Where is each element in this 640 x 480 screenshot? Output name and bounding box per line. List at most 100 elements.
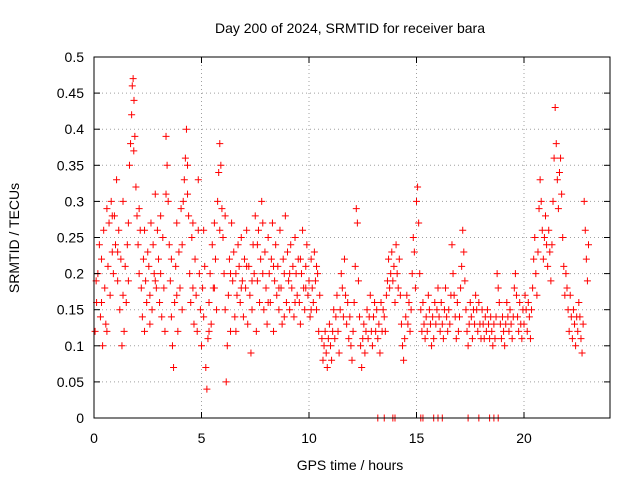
data-point-marker [306,313,314,321]
data-point-marker [142,277,150,285]
x-tick-label: 5 [198,430,206,446]
data-point-marker [141,327,149,335]
data-point-marker [214,197,222,205]
data-point-marker [207,320,215,328]
data-point-marker [396,291,404,299]
data-point-marker [558,190,566,198]
data-point-marker [270,327,278,335]
data-point-marker [264,298,272,306]
data-point-marker [525,313,533,321]
data-point-marker [193,327,201,335]
data-point-marker [371,298,379,306]
data-point-marker [318,335,326,343]
data-point-marker [328,356,336,364]
data-point-marker [243,226,251,234]
data-point-marker [343,320,351,328]
data-point-marker [416,270,424,278]
data-point-marker [457,284,465,292]
data-point-marker [210,219,218,227]
data-point-marker [278,320,286,328]
data-point-marker [354,277,362,285]
data-point-marker [568,335,576,343]
data-point-marker [273,291,281,299]
data-point-marker [276,226,284,234]
data-point-marker [289,262,297,270]
data-point-marker [327,342,334,350]
data-point-marker [99,342,107,350]
data-point-marker [189,284,197,292]
data-point-marker [291,234,299,241]
data-point-marker [122,298,130,306]
data-point-marker [397,320,405,328]
data-point-marker [505,327,513,335]
data-point-marker [100,226,108,234]
data-point-marker [385,255,393,263]
data-point-marker [271,277,279,285]
data-point-marker [340,255,348,263]
data-point-marker [492,313,500,321]
data-point-marker [490,320,498,328]
data-point-marker [540,234,548,241]
data-point-marker [512,291,520,299]
data-point-marker [229,277,237,285]
data-point-marker [101,284,109,292]
data-point-marker [431,298,439,306]
data-point-marker [132,183,140,191]
data-point-marker [184,161,192,169]
data-point-marker [405,298,413,306]
data-point-marker [147,219,155,227]
data-point-marker [425,306,433,314]
data-point-marker [339,313,347,321]
data-point-marker [466,298,474,306]
data-point-marker [578,349,586,357]
data-point-marker [310,248,318,256]
data-point-marker [350,298,358,306]
data-point-marker [189,219,197,227]
data-point-marker [159,234,167,241]
data-point-marker [323,363,331,371]
data-point-marker [582,255,590,263]
data-point-marker [438,320,446,328]
data-point-marker [267,255,275,263]
data-point-marker [507,320,515,328]
data-point-marker [414,183,422,191]
data-point-marker [495,298,503,306]
data-point-marker [435,313,443,321]
data-point-marker [279,255,287,263]
data-point-marker [253,241,261,249]
data-point-marker [158,313,166,321]
data-point-marker [211,255,219,263]
data-point-marker [174,327,182,335]
data-point-marker [545,226,553,234]
data-point-marker [483,306,491,314]
data-point-marker [235,262,243,270]
data-point-marker [210,284,218,292]
data-point-marker [580,197,588,205]
data-point-marker [345,335,353,343]
data-point-marker [508,335,516,343]
data-point-marker [121,262,129,270]
data-point-marker [524,298,532,306]
data-point-marker [256,298,264,306]
data-point-marker [299,226,307,234]
data-point-marker [491,335,499,343]
data-point-marker [566,291,574,299]
data-point-marker [307,255,315,263]
data-point-marker [305,277,313,285]
data-point-marker [124,219,132,227]
data-point-marker [432,320,440,328]
data-point-marker [133,212,141,220]
data-point-marker [331,335,339,343]
data-point-marker [218,205,226,213]
data-point-marker [264,234,272,241]
data-point-marker [423,327,431,335]
data-point-marker [458,262,466,270]
data-point-marker [117,255,125,263]
data-point-marker [539,255,547,263]
data-point-marker [107,197,115,205]
data-point-marker [357,342,365,350]
data-point-marker [413,197,420,205]
data-point-marker [237,234,245,241]
data-point-marker [260,306,268,314]
data-point-marker [408,270,416,278]
